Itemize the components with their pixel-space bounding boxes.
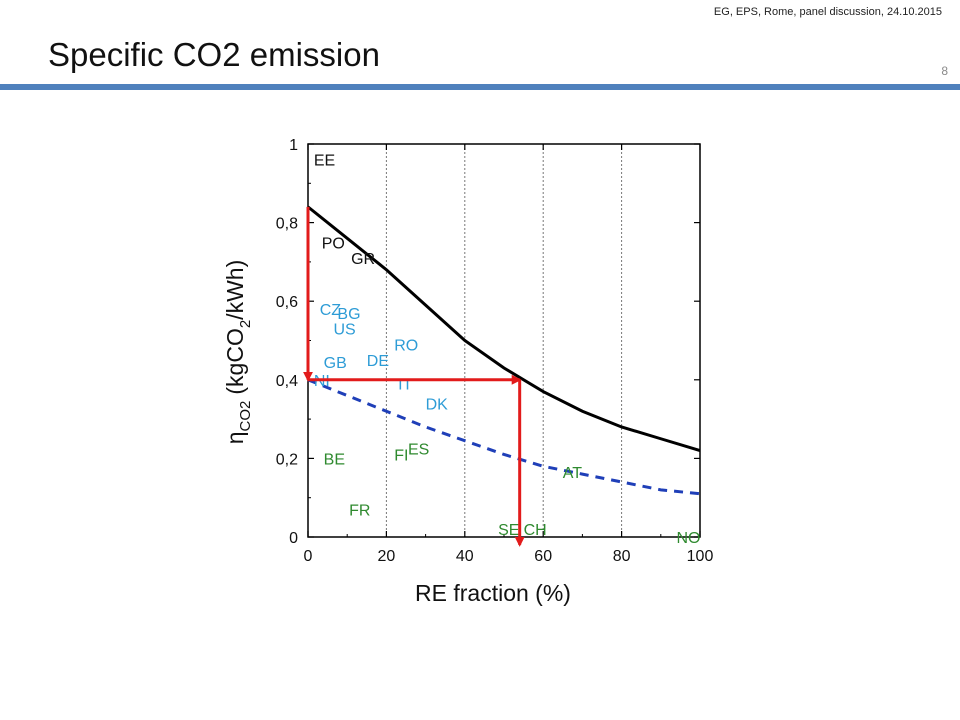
y-tick-label: 0 bbox=[289, 530, 298, 547]
y-tick-label: 1 bbox=[289, 137, 298, 154]
plot-frame bbox=[307, 143, 701, 538]
x-tick-label: 40 bbox=[456, 548, 474, 565]
x-axis-title: RE fraction (%) bbox=[415, 580, 571, 606]
y-axis-subscript: CO2 bbox=[237, 401, 254, 432]
series-lines bbox=[307, 205, 701, 496]
country-label: EE bbox=[314, 153, 335, 170]
title-rule bbox=[0, 84, 960, 90]
country-label: GB bbox=[324, 355, 347, 372]
y-tick-label: 0,4 bbox=[276, 373, 298, 390]
country-label: CZ bbox=[320, 302, 342, 319]
country-label: DE bbox=[367, 353, 389, 370]
country-label: US bbox=[333, 322, 355, 339]
country-label: NO bbox=[676, 530, 700, 547]
y-axis-unit-open: (kgCO bbox=[222, 328, 248, 394]
country-label: CH bbox=[524, 522, 547, 539]
y-axis-unit-subscript: 2 bbox=[237, 320, 254, 328]
axis-ticks: 0 20 40 60 80 100 0 0,2 0,4 0,6 0,8 1 bbox=[276, 137, 714, 565]
country-label: FR bbox=[349, 502, 370, 519]
x-tick-label: 80 bbox=[613, 548, 631, 565]
x-tick-label: 60 bbox=[534, 548, 552, 565]
grid-lines bbox=[385, 144, 623, 537]
country-label: BE bbox=[324, 451, 345, 468]
country-label: SE bbox=[498, 522, 519, 539]
country-labels: EEPOGRCZBGUSRODEGBNIITDKFIESBEFRATSECHNO bbox=[314, 153, 701, 547]
y-axis-title: ηCO2 (kgCO2/kWh) bbox=[222, 260, 254, 445]
country-label: ES bbox=[408, 442, 429, 459]
country-label: AT bbox=[563, 465, 582, 482]
y-tick-label: 0,6 bbox=[276, 294, 298, 311]
country-label: FI bbox=[394, 447, 408, 464]
dashed-curve bbox=[307, 378, 701, 496]
country-label: DK bbox=[426, 396, 449, 413]
solid-curve bbox=[307, 205, 701, 452]
y-axis-unit-close: /kWh) bbox=[222, 260, 248, 320]
x-tick-label: 20 bbox=[378, 548, 396, 565]
country-label: BG bbox=[337, 306, 360, 323]
page-number: 8 bbox=[941, 64, 948, 78]
y-axis-eta: η bbox=[222, 431, 248, 444]
svg-text:ηCO2(kgCO2/kWh): ηCO2 (kgCO2/kWh) bbox=[222, 260, 254, 445]
country-label: RO bbox=[394, 337, 418, 354]
x-tick-label: 0 bbox=[304, 548, 313, 565]
y-tick-label: 0,2 bbox=[276, 451, 298, 468]
country-label: PO bbox=[322, 235, 345, 252]
slide-title: Specific CO2 emission bbox=[48, 36, 380, 73]
header-note: EG, EPS, Rome, panel discussion, 24.10.2… bbox=[713, 6, 942, 18]
y-tick-label: 0,8 bbox=[276, 216, 298, 233]
country-label: GR bbox=[351, 251, 375, 268]
x-tick-label: 100 bbox=[687, 548, 714, 565]
arrows bbox=[303, 206, 525, 547]
